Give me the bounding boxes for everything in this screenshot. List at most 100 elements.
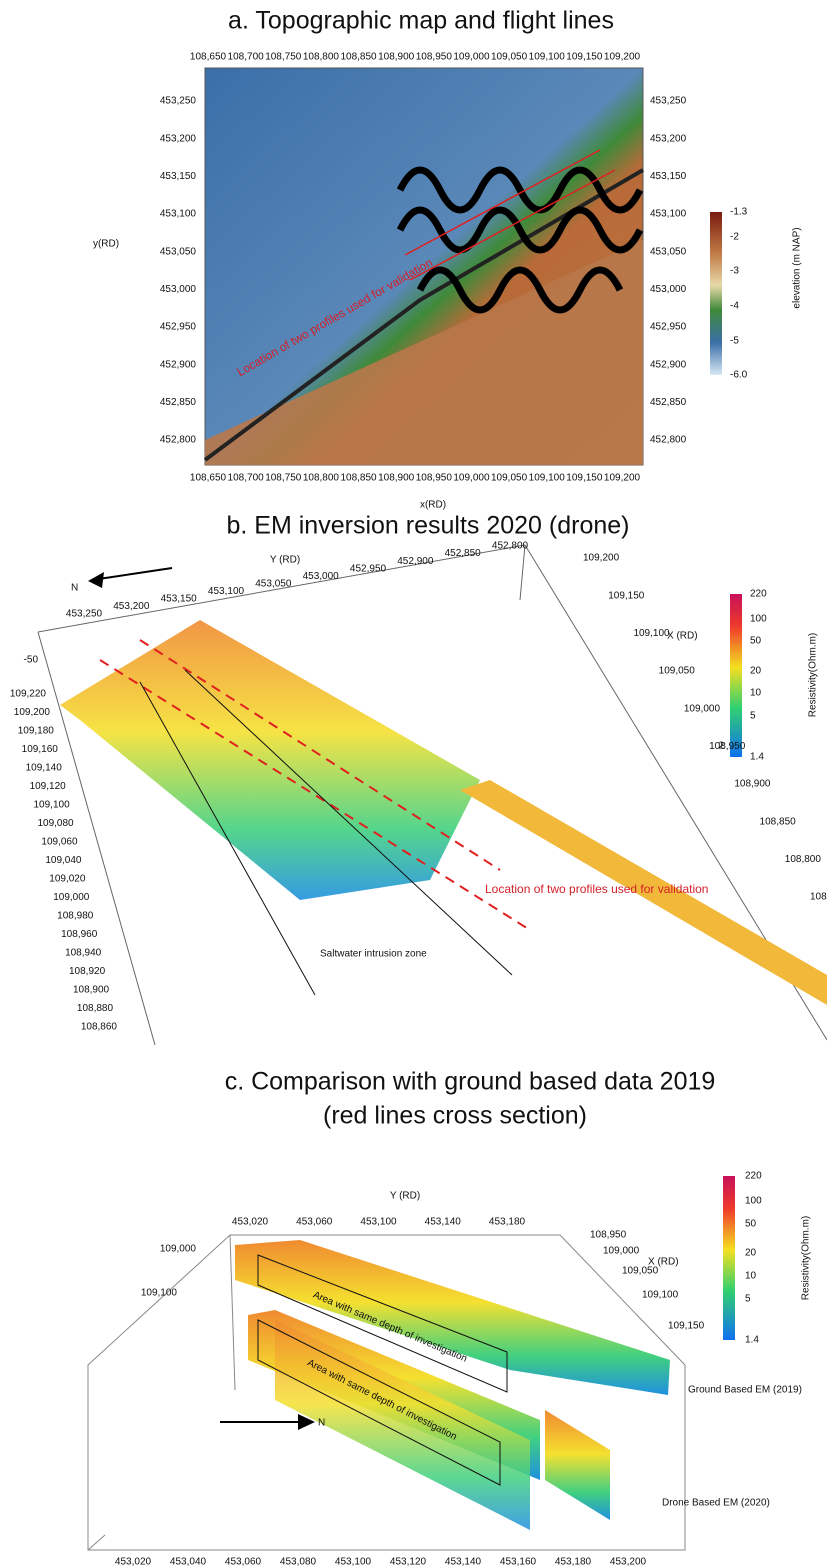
- colorbar-label: 5: [745, 1294, 751, 1305]
- y-tick-label: 452,850: [445, 548, 482, 559]
- colorbar-label: 100: [745, 1196, 762, 1207]
- x-tick-label: 109,050: [622, 1266, 659, 1277]
- left-tick-label: 109,220: [10, 689, 47, 700]
- x-tick-label: 109,050: [659, 666, 696, 677]
- drone-section: [545, 1410, 610, 1520]
- x-tick-label: 108,750: [265, 52, 302, 63]
- colorbar-label: 220: [750, 589, 767, 600]
- y-tick-label: 453,100: [650, 209, 687, 220]
- x-tick-label: 108,950: [590, 1230, 627, 1241]
- colorbar-label: -6.0: [730, 370, 748, 381]
- page: a. Topographic map and flight lines Loca…: [0, 0, 827, 1568]
- left-tick-label: 108,940: [65, 948, 102, 959]
- y-tick-label: 453,200: [160, 133, 197, 144]
- y-tick-label: 452,800: [160, 435, 197, 446]
- colorbar: [710, 212, 722, 375]
- left-tick-label: 109,100: [141, 1288, 178, 1299]
- left-tick-label: 108,900: [73, 985, 110, 996]
- y-tick-label: 453,000: [303, 571, 340, 582]
- y-tick-label: 453,000: [650, 284, 687, 295]
- left-tick-label: 109,080: [37, 818, 74, 829]
- y-tick-label: 452,800: [650, 435, 687, 446]
- left-tick-label: 109,160: [22, 744, 59, 755]
- y-tick-label: 453,020: [232, 1217, 269, 1228]
- y-tick-label: 453,250: [66, 609, 103, 620]
- left-tick-label: 108,920: [69, 966, 106, 977]
- x-tick-label: 109,000: [684, 703, 721, 714]
- colorbar-label: 100: [750, 614, 767, 625]
- left-tick-label: 109,100: [34, 800, 71, 811]
- x-tick-label: 108,950: [416, 52, 453, 63]
- left-tick-label: 108,980: [57, 911, 94, 922]
- x-tick-label: 109,150: [608, 590, 645, 601]
- panel-c-title: c. Comparison with ground based data 201…: [225, 1068, 716, 1096]
- x-tick-label: 108,750: [265, 473, 302, 484]
- x-tick-label: 108,650: [190, 52, 227, 63]
- annotation-profiles: Location of two profiles used for valida…: [485, 882, 708, 896]
- panel-b-title: b. EM inversion results 2020 (drone): [227, 512, 630, 540]
- left-tick-label: 109,120: [30, 781, 67, 792]
- colorbar-label: 1.4: [745, 1335, 759, 1346]
- colorbar-label: 5: [750, 711, 756, 722]
- colorbar-label: 2: [718, 741, 724, 752]
- y-tick-label: 452,800: [492, 541, 529, 552]
- y-tick-label: 453,250: [160, 96, 197, 107]
- y-tick-label: 452,950: [350, 563, 387, 574]
- colorbar-title: Resistivity(Ohm.m): [808, 633, 819, 717]
- left-tick-label: 109,180: [18, 726, 55, 737]
- x-label: x(RD): [420, 500, 446, 511]
- colorbar-label: -5: [730, 336, 739, 347]
- north-arrow: [92, 568, 172, 580]
- x-tick-label: 108,800: [303, 473, 340, 484]
- colorbar-label: 220: [745, 1171, 762, 1182]
- colorbar-label: 1.4: [750, 752, 764, 763]
- x-tick-label: 109,200: [583, 553, 620, 564]
- y-tick-label: 452,850: [160, 397, 197, 408]
- x-tick-label: 108,850: [760, 816, 797, 827]
- x-tick-label: 108,850: [340, 473, 377, 484]
- depth-tick: -50: [24, 655, 39, 666]
- left-tick-label: 109,040: [45, 855, 82, 866]
- bottom-tick-label: 453,080: [280, 1557, 317, 1568]
- x-tick-label: 109,050: [491, 52, 528, 63]
- x-tick-label: 109,100: [642, 1290, 679, 1301]
- y-tick-label: 453,100: [208, 586, 245, 597]
- bottom-tick-label: 453,040: [170, 1557, 207, 1568]
- x-tick-label: 109,200: [604, 473, 641, 484]
- x-tick-label: 108,950: [709, 741, 746, 752]
- y-tick-label: 453,100: [360, 1217, 397, 1228]
- colorbar: [730, 594, 742, 757]
- y-tick-label: 453,000: [160, 284, 197, 295]
- y-tick-label: 453,180: [489, 1217, 526, 1228]
- left-tick-label: 109,000: [160, 1244, 197, 1255]
- colorbar-title: Resistivity(Ohm.m): [801, 1216, 812, 1300]
- y-tick-label: 453,140: [425, 1217, 462, 1228]
- y-tick-label: 453,150: [160, 171, 197, 182]
- colorbar-label: -1.3: [730, 207, 748, 218]
- colorbar-label: 50: [745, 1219, 757, 1230]
- colorbar-label: -4: [730, 301, 739, 312]
- x-tick-label: 108,750: [810, 892, 827, 903]
- y-tick-label: 453,050: [650, 246, 687, 257]
- resistivity-walls: [60, 620, 480, 900]
- colorbar-title: elevation (m NAP): [792, 227, 803, 308]
- colorbar: [723, 1176, 735, 1340]
- y-tick-label: 453,100: [160, 209, 197, 220]
- x-tick-label: 108,900: [378, 52, 415, 63]
- panel-a-title: a. Topographic map and flight lines: [228, 7, 614, 35]
- y-tick-label: 452,900: [397, 556, 434, 567]
- y-tick-label: 453,060: [296, 1217, 333, 1228]
- x-tick-label: 108,700: [228, 473, 265, 484]
- left-tick-label: 109,020: [49, 874, 86, 885]
- north-arrow-head: [88, 572, 104, 588]
- y-tick-label: 452,900: [160, 359, 197, 370]
- colorbar-label: 20: [750, 666, 762, 677]
- x-tick-label: 109,150: [566, 473, 603, 484]
- bottom-tick-label: 453,120: [390, 1557, 427, 1568]
- y-tick-label: 452,900: [650, 359, 687, 370]
- ground-label: Ground Based EM (2019): [688, 1385, 802, 1396]
- x-tick-label: 109,050: [491, 473, 528, 484]
- x-tick-label: 109,000: [453, 473, 490, 484]
- colorbar-label: 10: [745, 1271, 757, 1282]
- y-label: Y (RD): [390, 1191, 420, 1202]
